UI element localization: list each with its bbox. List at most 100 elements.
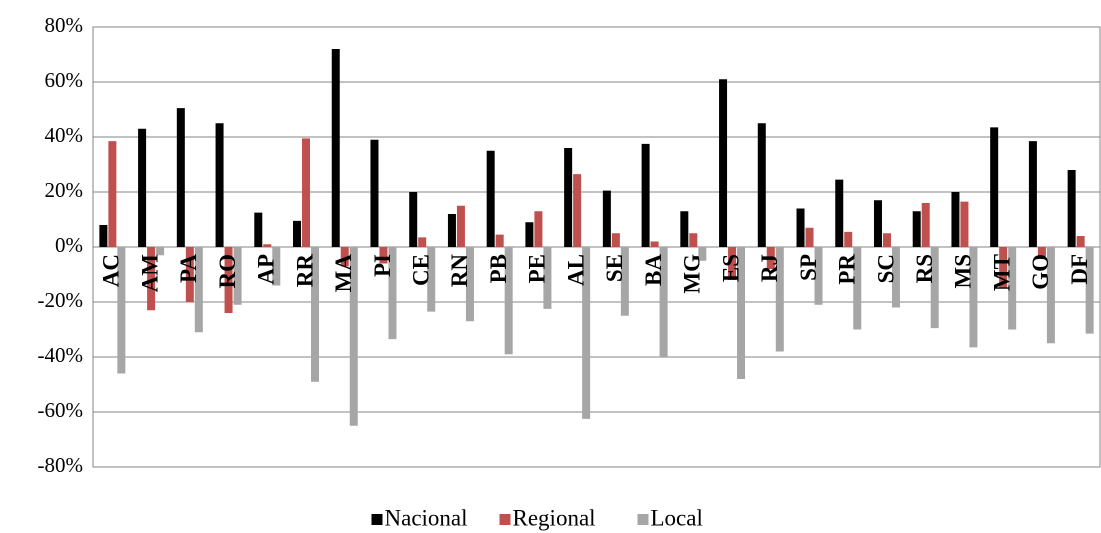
bar (379, 247, 388, 264)
bar (951, 192, 960, 247)
x-tick-label: GO (1028, 254, 1053, 290)
bar (427, 247, 436, 312)
bar (719, 79, 728, 247)
x-tick-label: PR (835, 254, 860, 285)
bar (224, 247, 233, 313)
bar (465, 247, 474, 322)
bar (447, 214, 456, 247)
bar (650, 241, 659, 247)
bar (1085, 247, 1094, 334)
bar (602, 190, 611, 247)
bar (263, 244, 272, 247)
x-tick-label: AC (99, 254, 124, 287)
bar (689, 233, 698, 247)
bar (525, 222, 534, 247)
bar (349, 247, 358, 426)
x-tick-label: RJ (757, 254, 782, 282)
y-tick-label: -60% (38, 398, 84, 422)
x-tick-label: MG (680, 254, 705, 294)
bar (233, 247, 242, 305)
bar (999, 247, 1008, 289)
bar (138, 128, 147, 247)
bar (340, 247, 349, 267)
bar (990, 127, 999, 247)
x-tick-label: ES (718, 254, 743, 282)
bar (960, 201, 969, 247)
legend-label: Nacional (385, 505, 468, 530)
legend-label: Regional (513, 505, 596, 530)
bar (456, 205, 465, 247)
x-tick-label: PE (525, 254, 550, 283)
x-tick-label: SC (873, 254, 898, 283)
bar (844, 231, 853, 247)
legend-swatch (499, 514, 511, 525)
x-tick-label: BA (641, 254, 666, 286)
bar (757, 123, 766, 247)
y-tick-label: 0% (55, 233, 83, 257)
bar (912, 211, 921, 247)
bar (117, 247, 126, 374)
bar (728, 247, 737, 280)
bar (796, 208, 805, 247)
x-tick-label: AM (137, 254, 162, 293)
bar (620, 247, 629, 316)
x-tick-label: PB (486, 254, 511, 283)
bar (737, 247, 746, 379)
bar (486, 150, 495, 247)
bar (698, 247, 707, 261)
bar (775, 247, 784, 352)
bar (147, 247, 156, 311)
bar (370, 139, 379, 247)
bar (504, 247, 513, 355)
bar (882, 233, 891, 247)
bar (659, 247, 668, 357)
x-tick-label: CE (408, 254, 433, 286)
bar (766, 247, 775, 269)
x-tick-label: PI (370, 254, 395, 277)
bar (680, 211, 689, 247)
y-tick-label: 80% (45, 13, 84, 37)
bar (495, 234, 504, 247)
bar (388, 247, 397, 340)
bar (534, 211, 543, 247)
x-tick-label: MS (951, 254, 976, 289)
bar (194, 247, 203, 333)
bar (331, 49, 340, 247)
legend-swatch (371, 514, 383, 525)
bar (814, 247, 823, 305)
bar (409, 192, 418, 247)
bar (1046, 247, 1055, 344)
bar (969, 247, 978, 348)
plot-frame (92, 26, 1101, 468)
bar (1067, 170, 1076, 247)
bar (543, 247, 552, 309)
x-tick-label: RO (215, 254, 240, 289)
x-tick-label: AP (254, 254, 279, 285)
x-tick-label: DF (1067, 254, 1092, 285)
y-tick-label: 40% (45, 123, 84, 147)
y-tick-label: 60% (45, 68, 84, 92)
x-tick-label: PA (176, 254, 201, 283)
y-tick-label: -80% (38, 453, 84, 477)
bar (272, 247, 281, 286)
bar (573, 174, 582, 247)
bar (611, 233, 620, 247)
legend-label: Local (651, 505, 703, 530)
x-tick-label: SE (602, 254, 627, 282)
bar (1028, 141, 1037, 247)
bar (293, 220, 302, 247)
y-tick-label: -40% (38, 343, 84, 367)
bar (641, 143, 650, 247)
bar (99, 225, 108, 247)
x-tick-label: RR (292, 254, 317, 288)
bar (156, 247, 165, 256)
x-tick-label: MA (331, 254, 356, 293)
x-tick-label: AL (563, 254, 588, 286)
bar (1037, 247, 1046, 257)
bar (930, 247, 939, 329)
legend-swatch (637, 514, 649, 525)
bar (853, 247, 862, 330)
bar (873, 200, 882, 247)
